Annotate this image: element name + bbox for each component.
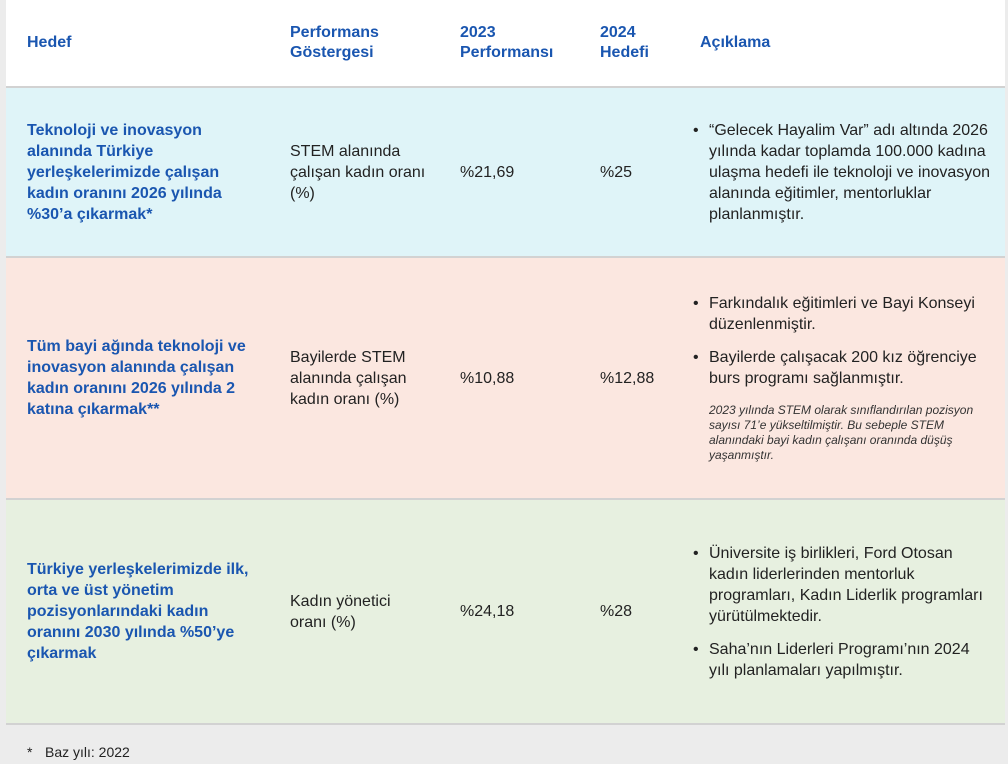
goal-cell: Teknoloji ve inovasyon alanında Türkiye …	[27, 121, 222, 223]
header-description: Açıklama	[700, 34, 771, 51]
perf-2023-cell: %21,69	[460, 163, 515, 181]
target-2024-cell: %28	[600, 603, 633, 620]
table-row: Tüm bayi ağında teknoloji ve inovasyon a…	[6, 257, 1005, 499]
bullet-icon: •	[693, 640, 699, 658]
description-cell: • “Gelecek Hayalim Var” adı altında 2026…	[679, 87, 1005, 257]
description-text: Saha’nın Liderleri Programı’nın 2024 yıl…	[709, 640, 970, 679]
table-header-row: Hedef Performans Göstergesi 2023 Perform…	[6, 0, 1005, 87]
indicator-cell: Kadın yönetici oranı (%)	[290, 592, 391, 631]
header-indicator: Performans Göstergesi	[290, 24, 379, 61]
footnote-mark: *	[27, 744, 33, 760]
description-cell: • Üniversite iş birlikleri, Ford Otosan …	[679, 499, 1005, 724]
description-text: Bayilerde çalışacak 200 kız öğrenciye bu…	[709, 349, 977, 387]
description-item: • Saha’nın Liderleri Programı’nın 2024 y…	[693, 639, 991, 681]
table-row: Teknoloji ve inovasyon alanında Türkiye …	[6, 87, 1005, 257]
header-2023-performance: 2023 Performansı	[460, 24, 554, 61]
target-2024-cell: %25	[600, 163, 633, 181]
table-row: Türkiye yerleşkelerimizde ilk, orta ve ü…	[6, 499, 1005, 724]
description-item: • Bayilerde çalışacak 200 kız öğrenciye …	[693, 347, 991, 389]
perf-2023-cell: %24,18	[460, 603, 515, 620]
footnote-text: Baz yılı: 2022	[45, 744, 130, 760]
description-list: • Farkındalık eğitimleri ve Bayi Konseyi…	[679, 293, 991, 389]
perf-2023-cell: %10,88	[460, 369, 515, 387]
description-text: Üniversite iş birlikleri, Ford Otosan ka…	[709, 544, 983, 625]
description-item: • “Gelecek Hayalim Var” adı altında 2026…	[693, 120, 991, 225]
bullet-icon: •	[693, 295, 699, 312]
description-item: • Farkındalık eğitimleri ve Bayi Konseyi…	[693, 293, 991, 335]
header-goal: Hedef	[27, 34, 72, 51]
indicator-cell: Bayilerde STEM alanında çalışan kadın or…	[290, 348, 407, 408]
description-list: • Üniversite iş birlikleri, Ford Otosan …	[679, 543, 991, 681]
goal-cell: Tüm bayi ağında teknoloji ve inovasyon a…	[27, 338, 246, 418]
description-list: • “Gelecek Hayalim Var” adı altında 2026…	[679, 120, 991, 225]
description-cell: • Farkındalık eğitimleri ve Bayi Konseyi…	[679, 257, 1005, 499]
description-text: “Gelecek Hayalim Var” adı altında 2026 y…	[709, 121, 991, 223]
description-item: • Üniversite iş birlikleri, Ford Otosan …	[693, 543, 991, 627]
bullet-icon: •	[693, 121, 699, 139]
target-2024-cell: %12,88	[600, 369, 655, 387]
goals-table: Hedef Performans Göstergesi 2023 Perform…	[6, 0, 1005, 725]
description-note: 2023 yılında STEM olarak sınıflandırılan…	[709, 403, 974, 462]
header-2024-target: 2024 Hedefi	[600, 24, 649, 61]
goal-cell: Türkiye yerleşkelerimizde ilk, orta ve ü…	[27, 561, 249, 662]
footnotes: * Baz yılı: 2022	[27, 742, 130, 762]
bullet-icon: •	[693, 349, 699, 366]
footnote: * Baz yılı: 2022	[27, 742, 130, 762]
bullet-icon: •	[693, 544, 699, 562]
description-text: Farkındalık eğitimleri ve Bayi Konseyi d…	[709, 295, 975, 333]
indicator-cell: STEM alanında çalışan kadın oranı (%)	[290, 142, 426, 202]
